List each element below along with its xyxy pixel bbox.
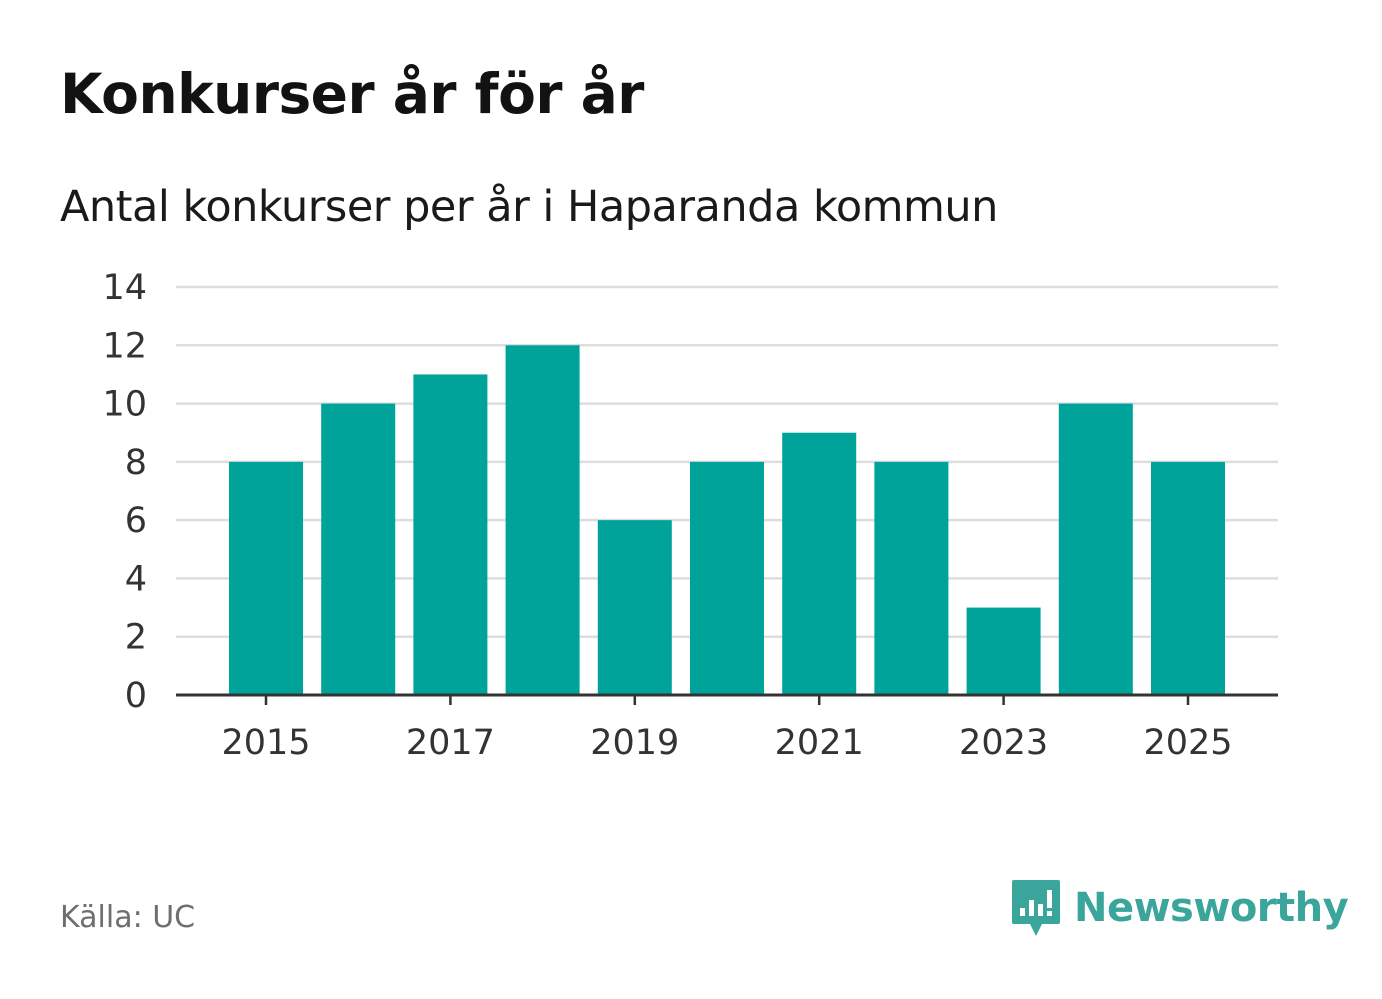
y-axis-labels: 0 2 4 6 8 10 12 14 [102,268,147,716]
source-note: Källa: UC [60,900,196,935]
x-tick-label: 2021 [775,723,864,763]
y-tick-label: 10 [102,385,147,425]
bar-2018 [505,345,580,695]
bar-2025 [1151,461,1225,695]
bar-2023 [966,607,1041,695]
bars [229,345,1225,695]
bar-2020 [690,461,764,695]
x-tick-label: 2017 [406,723,495,763]
y-tick-label: 8 [125,443,147,483]
bar-chart: 0 2 4 6 8 10 12 14 2015 2017 2019 2021 2023 2025 [102,268,1278,763]
bar-2015 [229,461,303,695]
x-tick-label: 2019 [590,723,679,763]
x-tick-label: 2015 [221,723,310,763]
bar-2017 [413,374,488,695]
y-tick-label: 6 [125,501,147,541]
y-tick-label: 2 [125,618,147,658]
y-tick-label: 4 [125,559,147,599]
y-tick-label: 14 [102,268,147,308]
x-axis [176,693,1278,705]
y-tick-label: 12 [102,326,147,366]
x-tick-label: 2025 [1143,723,1232,763]
bar-2019 [597,520,672,695]
chart-title: Konkurser år för år [60,62,644,126]
x-axis-labels: 2015 2017 2019 2021 2023 2025 [221,723,1232,763]
bar-2016 [321,403,396,695]
newsworthy-chart-bubble-icon [1012,880,1060,936]
chart-subtitle: Antal konkurser per år i Haparanda kommu… [60,182,998,232]
brand-name: Newsworthy [1074,885,1349,931]
bar-2022 [874,461,949,695]
bar-2024 [1058,403,1133,695]
brand-logo: Newsworthy [1010,878,1349,938]
bar-2021 [782,432,857,695]
y-tick-label: 0 [125,676,147,716]
x-tick-label: 2023 [959,723,1048,763]
